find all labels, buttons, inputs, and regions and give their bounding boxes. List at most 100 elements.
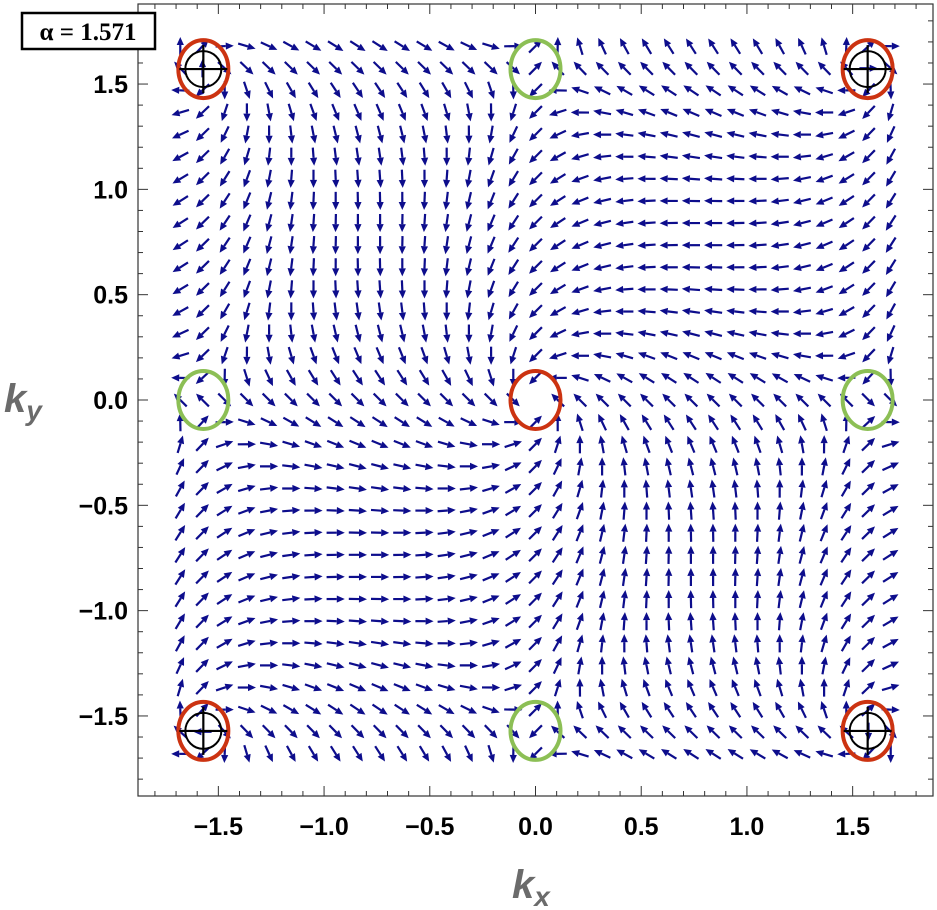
- field-arrow-shaft: [733, 398, 743, 408]
- field-arrow: [886, 125, 896, 143]
- field-arrow: [593, 130, 612, 139]
- field-arrow: [792, 108, 812, 116]
- field-arrow-shaft: [528, 509, 538, 518]
- field-arrow: [174, 635, 185, 652]
- field-arrow: [259, 617, 279, 625]
- field-arrow: [862, 326, 876, 341]
- field-arrow: [332, 302, 340, 321]
- field-arrow-shaft: [356, 280, 360, 291]
- field-arrow: [287, 125, 295, 144]
- field-arrow-head: [309, 223, 318, 233]
- field-arrow-shaft: [284, 724, 293, 734]
- field-arrow: [815, 262, 833, 272]
- field-arrow: [637, 130, 656, 138]
- field-arrow-head: [200, 481, 209, 491]
- field-arrow-shaft: [667, 686, 674, 697]
- field-arrow-head: [446, 684, 456, 692]
- field-arrow: [482, 418, 500, 426]
- field-arrow-head: [265, 245, 273, 254]
- field-arrow-shaft: [200, 304, 210, 314]
- field-arrow: [304, 595, 323, 603]
- field-arrow-head: [243, 156, 251, 166]
- field-arrow-shaft: [861, 509, 871, 518]
- field-arrow-head: [571, 198, 581, 205]
- field-arrow-head: [642, 612, 651, 621]
- field-arrow: [487, 147, 495, 166]
- field-arrow: [705, 85, 722, 97]
- field-arrow: [282, 683, 301, 692]
- field-arrow: [398, 258, 406, 277]
- field-arrow-shaft: [600, 44, 607, 55]
- field-arrow: [706, 393, 721, 408]
- field-arrow-shaft: [215, 442, 227, 449]
- field-arrow-shaft: [245, 147, 251, 159]
- field-arrow-head: [398, 268, 406, 277]
- field-arrow-head: [334, 707, 344, 715]
- field-arrow-shaft: [282, 416, 293, 424]
- field-arrow: [309, 147, 318, 166]
- field-arrow: [415, 662, 434, 670]
- field-arrow-shaft: [598, 531, 604, 542]
- field-arrow-shaft: [460, 704, 471, 712]
- field-arrow-shaft: [504, 686, 515, 692]
- field-arrow-shaft: [371, 703, 382, 712]
- field-arrow: [353, 346, 362, 365]
- field-arrow-shaft: [556, 151, 567, 159]
- field-arrow-shaft: [819, 531, 826, 542]
- field-arrow: [704, 307, 723, 315]
- field-arrow-head: [798, 413, 805, 423]
- field-arrow-shaft: [667, 664, 672, 675]
- field-arrow-shaft: [349, 682, 360, 689]
- field-arrow-shaft: [237, 641, 249, 647]
- field-arrow: [443, 346, 451, 365]
- field-arrow-head: [421, 134, 429, 144]
- field-arrow: [731, 523, 739, 542]
- field-arrow-head: [663, 702, 672, 711]
- field-arrow-shaft: [644, 398, 654, 408]
- field-arrow: [662, 725, 676, 739]
- field-arrow-shaft: [304, 440, 315, 446]
- field-arrow-shaft: [861, 553, 871, 562]
- field-arrow: [571, 285, 589, 294]
- field-arrow-head: [309, 201, 318, 211]
- field-arrow-head: [401, 441, 411, 448]
- field-arrow: [243, 302, 251, 321]
- field-arrow-shaft: [711, 619, 715, 631]
- field-arrow-head: [862, 287, 871, 296]
- field-arrow: [465, 147, 473, 166]
- field-arrow-shaft: [305, 703, 316, 712]
- field-arrow-head: [354, 355, 362, 365]
- field-arrow: [174, 569, 186, 586]
- field-arrow-shaft: [533, 304, 543, 314]
- field-arrow-shaft: [756, 310, 767, 314]
- field-arrow: [350, 724, 365, 739]
- field-arrow: [284, 724, 298, 739]
- field-arrow: [748, 153, 767, 161]
- field-arrow-head: [376, 333, 384, 343]
- field-arrow-shaft: [889, 281, 897, 291]
- field-arrow: [637, 175, 656, 183]
- field-arrow-head: [752, 414, 761, 424]
- field-arrow-head: [223, 527, 233, 536]
- field-arrow-head: [708, 38, 716, 48]
- field-arrow: [437, 617, 456, 625]
- field-arrow-shaft: [237, 487, 249, 493]
- field-arrow-shaft: [798, 575, 804, 587]
- field-arrow-shaft: [622, 398, 632, 408]
- field-arrow-head: [224, 440, 234, 448]
- field-arrow: [776, 590, 784, 609]
- field-arrow-head: [549, 308, 559, 316]
- field-arrow-shaft: [711, 752, 722, 760]
- field-arrow: [309, 258, 318, 277]
- field-arrow-head: [200, 570, 209, 579]
- field-arrow: [420, 258, 429, 277]
- field-arrow-shaft: [350, 724, 360, 734]
- field-arrow-head: [219, 288, 228, 298]
- field-arrow-head: [445, 707, 455, 715]
- field-arrow-shaft: [259, 441, 271, 446]
- field-arrow-shaft: [304, 662, 315, 667]
- field-arrow: [861, 570, 876, 585]
- field-arrow-head: [291, 573, 301, 581]
- field-arrow: [571, 86, 589, 95]
- field-arrow-head: [770, 241, 780, 249]
